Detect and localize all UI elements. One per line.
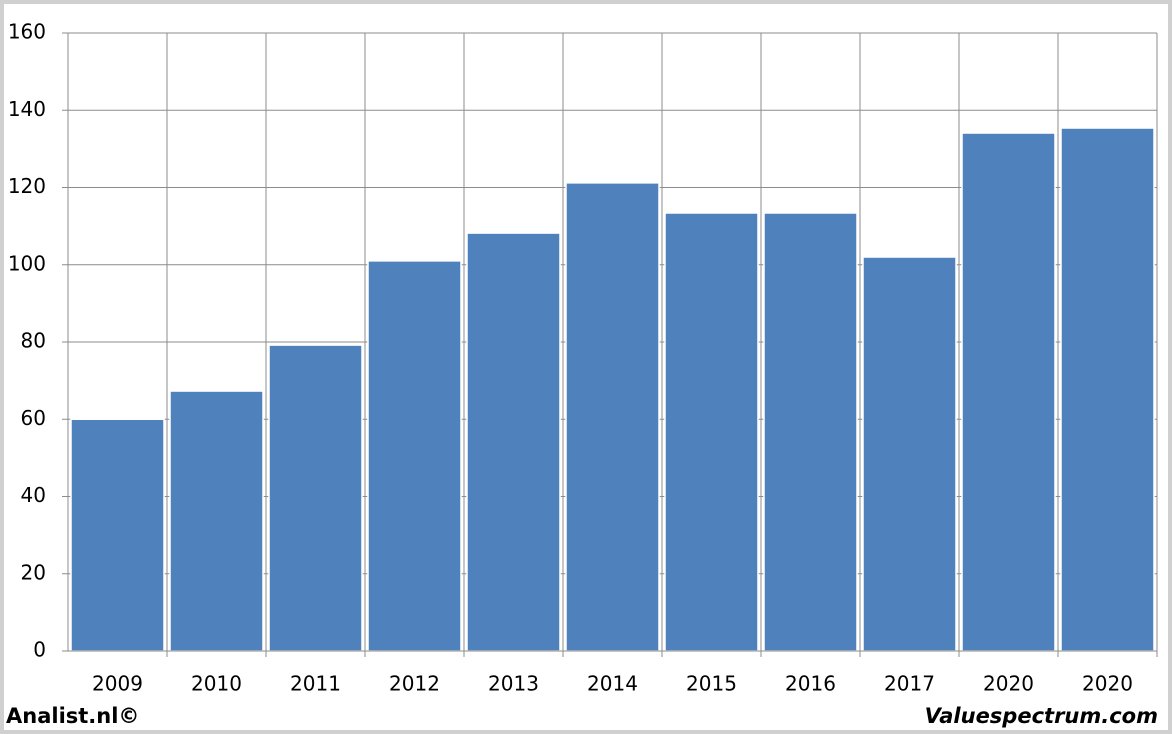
x-tick-label: 2016 bbox=[785, 672, 836, 696]
bar bbox=[565, 182, 660, 652]
bar bbox=[664, 212, 759, 652]
bar bbox=[268, 344, 363, 652]
x-tick-label: 2012 bbox=[389, 672, 440, 696]
bar bbox=[862, 256, 957, 652]
bar bbox=[961, 132, 1056, 652]
x-tick-label: 2011 bbox=[290, 672, 341, 696]
bar bbox=[169, 390, 264, 652]
y-tick-label: 0 bbox=[33, 638, 46, 662]
x-tick-label: 2017 bbox=[884, 672, 935, 696]
footer-left: Analist.nl© bbox=[6, 704, 139, 728]
bar bbox=[466, 232, 561, 652]
bar bbox=[763, 212, 858, 652]
y-tick-label: 120 bbox=[8, 174, 46, 198]
x-tick-label: 2020 bbox=[983, 672, 1034, 696]
x-tick-label: 2020 bbox=[1082, 672, 1133, 696]
x-tick-label: 2014 bbox=[587, 672, 638, 696]
y-tick-label: 20 bbox=[21, 560, 46, 584]
x-tick-label: 2015 bbox=[686, 672, 737, 696]
y-tick-label: 100 bbox=[8, 251, 46, 275]
y-tick-label: 40 bbox=[21, 483, 46, 507]
x-tick-label: 2009 bbox=[92, 672, 143, 696]
x-tick-label: 2013 bbox=[488, 672, 539, 696]
y-tick-label: 140 bbox=[8, 97, 46, 121]
bar bbox=[367, 260, 462, 652]
bar bbox=[70, 418, 165, 652]
y-tick-label: 80 bbox=[21, 329, 46, 353]
y-tick-label: 160 bbox=[8, 20, 46, 44]
x-tick-label: 2010 bbox=[191, 672, 242, 696]
y-tick-label: 60 bbox=[21, 406, 46, 430]
bar bbox=[1060, 127, 1155, 652]
footer-right: Valuespectrum.com bbox=[925, 704, 1158, 728]
